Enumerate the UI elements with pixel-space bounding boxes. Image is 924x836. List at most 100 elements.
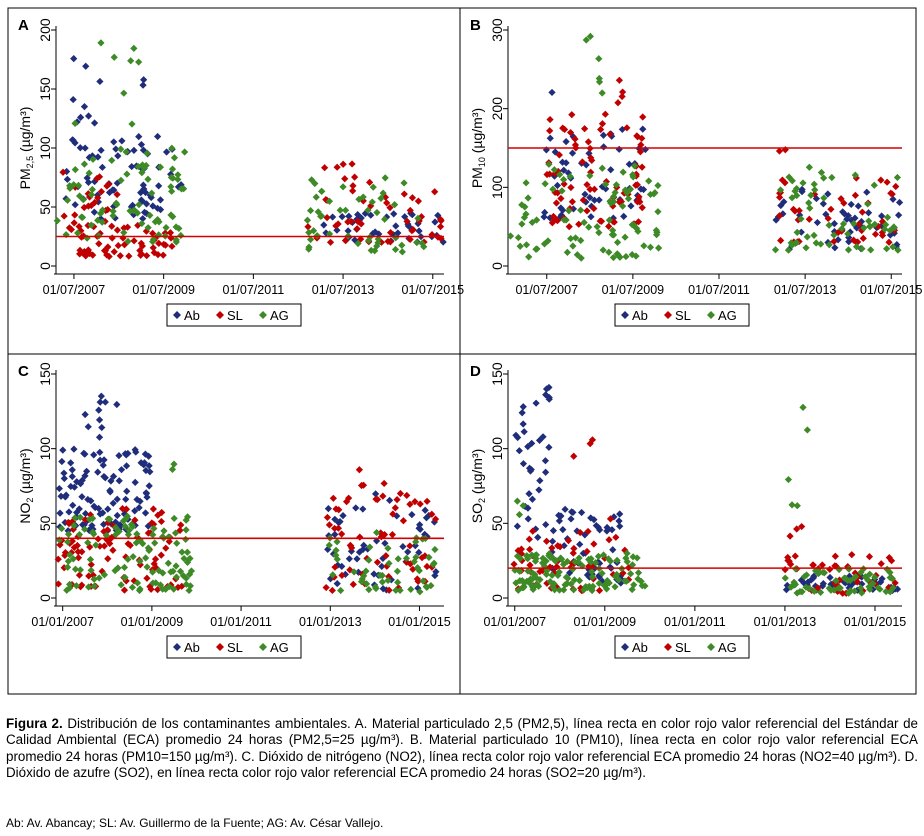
point-ag <box>555 586 564 594</box>
point-ag <box>588 568 596 576</box>
point-sl <box>144 529 152 537</box>
y-tick-label: 100 <box>489 437 505 461</box>
point-ag <box>612 181 620 189</box>
point-sl <box>73 541 81 550</box>
point-ag <box>621 186 629 194</box>
point-sl <box>388 531 397 539</box>
point-ag <box>70 181 78 189</box>
y-tick-label: 100 <box>37 136 53 160</box>
point-ag <box>654 208 662 216</box>
point-sl <box>130 237 138 245</box>
legend-box <box>166 303 302 327</box>
point-sl <box>887 189 895 197</box>
point-sl <box>345 494 353 502</box>
point-ag <box>402 554 411 562</box>
point-ag <box>563 557 571 566</box>
point-ab <box>60 474 68 483</box>
point-sl <box>155 239 163 247</box>
point-ab <box>401 213 409 221</box>
point-ab <box>140 76 148 84</box>
point-ab <box>525 464 534 472</box>
point-sl <box>95 173 104 181</box>
point-ab <box>94 153 102 161</box>
point-ag <box>603 577 611 585</box>
point-ab <box>519 403 527 411</box>
point-ag <box>341 206 350 214</box>
point-ab <box>329 550 338 558</box>
point-ab <box>113 495 121 503</box>
point-ab <box>336 518 344 526</box>
point-sl <box>579 196 587 204</box>
point-ag <box>631 162 639 170</box>
point-ag <box>506 232 515 240</box>
point-ab <box>392 222 400 230</box>
point-ag <box>577 254 585 262</box>
point-ab <box>620 212 628 220</box>
point-sl <box>328 586 336 595</box>
point-ag <box>119 517 128 525</box>
point-sl <box>638 163 646 171</box>
point-ag <box>524 194 532 202</box>
point-ab <box>65 508 73 516</box>
point-sl <box>123 223 132 231</box>
point-ag <box>582 583 590 591</box>
y-tick-label: 200 <box>37 18 53 42</box>
point-sl <box>343 497 351 506</box>
point-ab <box>141 509 150 517</box>
legend-marker-ab <box>621 311 629 319</box>
point-ag <box>607 199 615 207</box>
point-sl <box>546 170 554 178</box>
point-ag <box>165 533 173 541</box>
point-ag <box>176 567 185 575</box>
point-sl <box>546 115 554 124</box>
point-ag <box>569 242 577 250</box>
point-ab <box>113 400 121 409</box>
point-ag <box>894 246 902 254</box>
point-sl <box>615 76 623 84</box>
point-ab <box>813 218 822 227</box>
point-sl <box>78 548 86 556</box>
point-ag <box>851 171 859 179</box>
point-ag <box>415 567 423 575</box>
point-ab <box>156 196 165 204</box>
point-ag <box>594 552 603 560</box>
point-sl <box>333 163 341 171</box>
point-ag <box>102 531 110 540</box>
point-ag <box>72 582 81 590</box>
point-ag <box>391 245 400 254</box>
point-ab <box>370 570 378 578</box>
point-ab <box>408 510 416 519</box>
point-ag <box>186 554 194 563</box>
point-sl <box>639 113 647 121</box>
point-ab <box>142 466 150 475</box>
point-ab <box>625 160 633 168</box>
point-ag <box>838 225 846 233</box>
point-sl <box>809 561 817 569</box>
point-ag <box>531 557 540 565</box>
point-ab <box>70 54 78 63</box>
point-ab <box>845 572 854 580</box>
point-ab <box>146 468 154 476</box>
point-sl <box>321 164 329 172</box>
point-sl <box>56 541 64 549</box>
point-ag <box>381 174 389 182</box>
point-ag <box>66 551 74 559</box>
point-ab <box>573 527 581 535</box>
point-ag <box>87 190 96 199</box>
point-ag <box>385 559 393 568</box>
point-ab <box>115 452 123 460</box>
point-ab <box>96 448 104 456</box>
point-sl <box>386 204 394 212</box>
point-ag <box>185 586 193 595</box>
point-ab <box>131 507 139 515</box>
point-sl <box>824 214 832 223</box>
point-ab <box>532 399 540 407</box>
point-sl <box>791 552 799 560</box>
point-sl <box>332 222 340 230</box>
point-ag <box>174 171 182 179</box>
point-ag <box>127 57 135 65</box>
point-ag <box>785 173 793 181</box>
point-ab <box>545 395 553 403</box>
point-sl <box>104 555 112 563</box>
point-ab <box>560 166 568 174</box>
